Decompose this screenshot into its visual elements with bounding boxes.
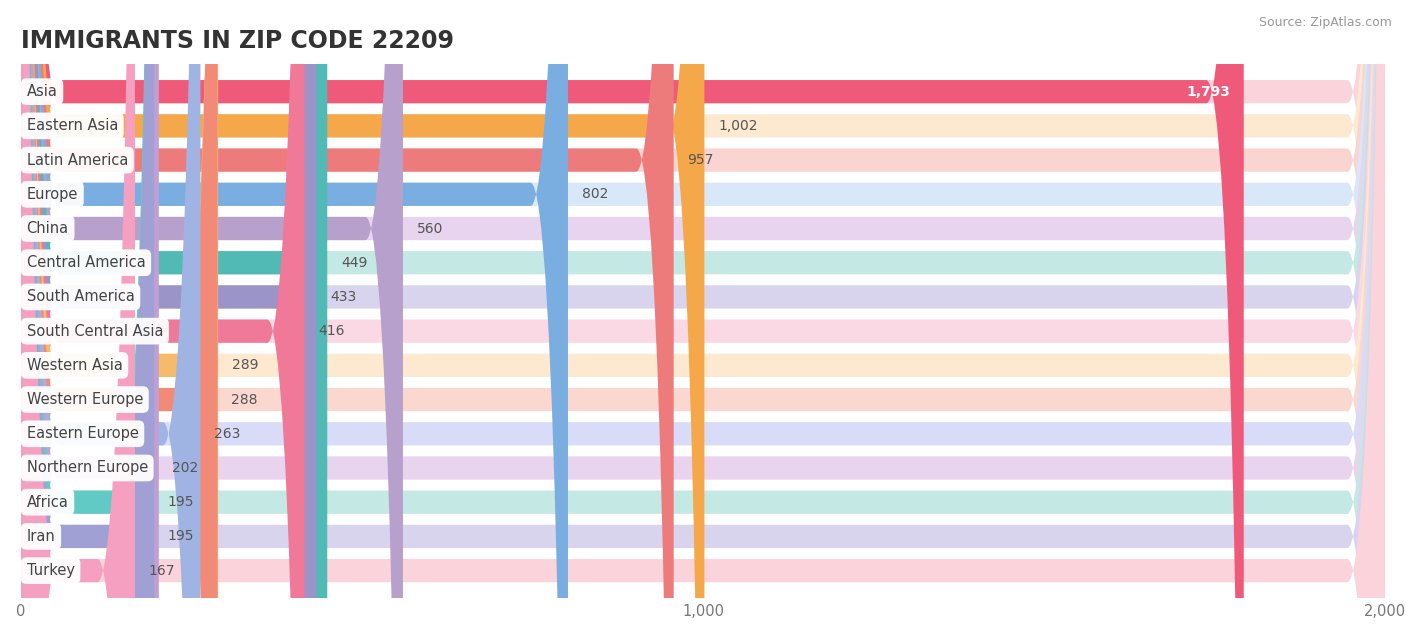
Text: 1,002: 1,002 — [718, 119, 758, 133]
FancyBboxPatch shape — [21, 0, 201, 643]
FancyBboxPatch shape — [21, 0, 328, 643]
Text: Western Europe: Western Europe — [27, 392, 143, 407]
Text: Central America: Central America — [27, 255, 145, 270]
Text: Eastern Asia: Eastern Asia — [27, 118, 118, 133]
Text: 560: 560 — [416, 221, 443, 235]
FancyBboxPatch shape — [21, 0, 1385, 643]
FancyBboxPatch shape — [21, 0, 1385, 643]
FancyBboxPatch shape — [21, 0, 316, 643]
FancyBboxPatch shape — [21, 0, 1385, 643]
FancyBboxPatch shape — [21, 0, 1244, 643]
FancyBboxPatch shape — [21, 0, 704, 643]
FancyBboxPatch shape — [21, 0, 1385, 643]
FancyBboxPatch shape — [21, 0, 1385, 643]
FancyBboxPatch shape — [21, 0, 1385, 643]
Text: 195: 195 — [167, 495, 194, 509]
FancyBboxPatch shape — [21, 0, 305, 643]
Text: 1,793: 1,793 — [1187, 85, 1230, 98]
Text: Latin America: Latin America — [27, 152, 128, 168]
Text: Asia: Asia — [27, 84, 58, 99]
FancyBboxPatch shape — [21, 0, 404, 643]
FancyBboxPatch shape — [21, 0, 1385, 643]
Text: 449: 449 — [340, 256, 367, 269]
FancyBboxPatch shape — [21, 0, 673, 643]
Text: 289: 289 — [232, 358, 259, 372]
FancyBboxPatch shape — [21, 0, 1385, 643]
FancyBboxPatch shape — [21, 0, 159, 643]
Text: South America: South America — [27, 289, 135, 304]
Text: South Central Asia: South Central Asia — [27, 323, 163, 339]
FancyBboxPatch shape — [21, 0, 155, 643]
Text: 263: 263 — [214, 427, 240, 441]
Text: Northern Europe: Northern Europe — [27, 460, 148, 475]
FancyBboxPatch shape — [21, 0, 155, 643]
FancyBboxPatch shape — [21, 0, 218, 643]
FancyBboxPatch shape — [21, 0, 1385, 643]
Text: 433: 433 — [330, 290, 356, 304]
Text: China: China — [27, 221, 69, 236]
FancyBboxPatch shape — [21, 0, 1385, 643]
FancyBboxPatch shape — [21, 0, 1385, 643]
Text: IMMIGRANTS IN ZIP CODE 22209: IMMIGRANTS IN ZIP CODE 22209 — [21, 29, 454, 53]
Text: Africa: Africa — [27, 494, 69, 510]
Text: 416: 416 — [318, 324, 344, 338]
FancyBboxPatch shape — [21, 0, 1385, 643]
Text: Iran: Iran — [27, 529, 55, 544]
Text: 195: 195 — [167, 529, 194, 543]
Text: Eastern Europe: Eastern Europe — [27, 426, 138, 441]
Text: Turkey: Turkey — [27, 563, 75, 578]
FancyBboxPatch shape — [21, 0, 218, 643]
Text: Western Asia: Western Asia — [27, 358, 122, 373]
FancyBboxPatch shape — [21, 0, 1385, 643]
FancyBboxPatch shape — [21, 0, 1385, 643]
Text: 957: 957 — [688, 153, 714, 167]
FancyBboxPatch shape — [21, 0, 1385, 643]
Text: 167: 167 — [149, 564, 176, 577]
Text: 202: 202 — [173, 461, 198, 475]
FancyBboxPatch shape — [21, 0, 568, 643]
Text: 288: 288 — [231, 393, 257, 406]
Text: 802: 802 — [582, 187, 607, 201]
Text: Source: ZipAtlas.com: Source: ZipAtlas.com — [1258, 16, 1392, 29]
Text: Europe: Europe — [27, 187, 77, 202]
FancyBboxPatch shape — [21, 0, 135, 643]
